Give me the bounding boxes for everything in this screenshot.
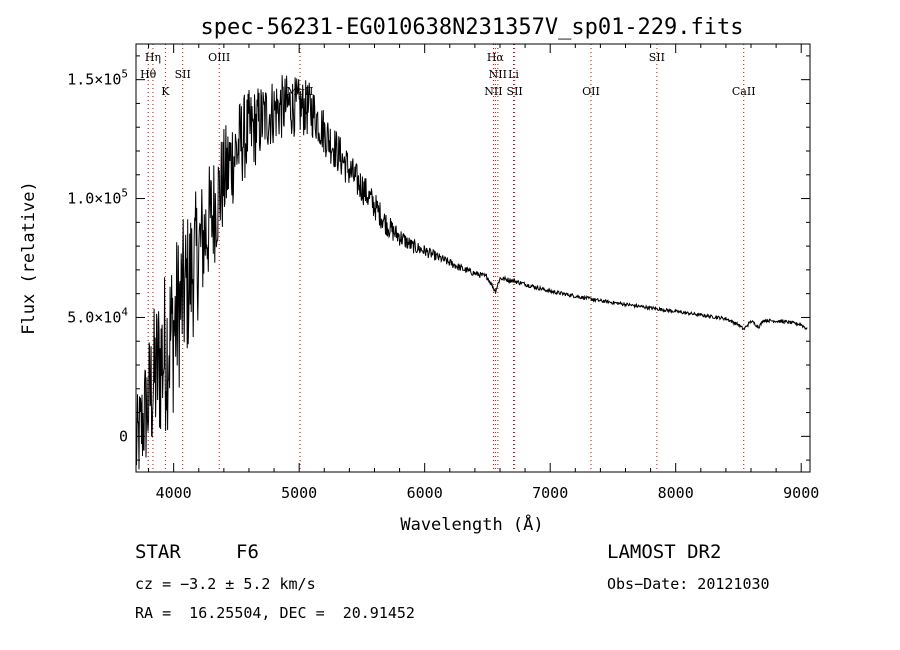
x-axis: 4000 5000 6000 7000 8000 9000	[148, 44, 819, 502]
line-marker-label: SII	[649, 51, 665, 64]
spectrum-chart: spec-56231-EG010638N231357V_sp01-229.fit…	[19, 15, 819, 535]
y-tick-label: 1.0×105	[67, 187, 128, 208]
x-tick-label: 7000	[532, 484, 568, 502]
plot-frame	[135, 43, 811, 473]
y-tick-label: 5.0×104	[67, 305, 128, 326]
line-marker-label: OIII	[208, 51, 230, 64]
observation-date: Obs−Date: 20121030	[607, 575, 770, 593]
redshift-cz: cz = −3.2 ± 5.2 km/s	[135, 575, 316, 593]
line-marker-label: Hα	[487, 51, 505, 64]
line-marker-label: SII	[175, 68, 191, 81]
line-marker-label: Hθ	[140, 68, 157, 81]
line-marker-label: Li	[508, 68, 519, 81]
line-marker-label: Hη	[145, 51, 161, 64]
y-tick-label: 0	[119, 427, 128, 445]
object-subclass: F6	[236, 541, 259, 563]
object-class: STAR	[135, 541, 181, 563]
coordinates: RA = 16.25504, DEC = 20.91452	[135, 604, 415, 622]
line-marker-label: OII	[582, 85, 600, 98]
line-marker-label: NII	[489, 68, 507, 81]
chart-title: spec-56231-EG010638N231357V_sp01-229.fit…	[200, 15, 743, 40]
x-tick-label: 5000	[281, 484, 317, 502]
x-tick-label: 9000	[783, 484, 819, 502]
line-marker-label: NII	[484, 85, 502, 98]
spectrum-series	[135, 75, 808, 470]
survey-name: LAMOST DR2	[607, 541, 722, 563]
spectrum-line	[135, 75, 808, 470]
line-marker-label: K	[161, 85, 170, 98]
x-axis-label: Wavelength (Å)	[400, 513, 543, 535]
line-marker-label: SII	[507, 85, 523, 98]
y-axis: 0 5.0×104 1.0×105 1.5×105	[67, 55, 810, 461]
x-tick-label: 8000	[658, 484, 694, 502]
y-axis-label: Flux (relative)	[19, 181, 39, 335]
x-tick-label: 4000	[156, 484, 192, 502]
x-tick-label: 6000	[407, 484, 443, 502]
y-tick-label: 1.5×105	[67, 68, 128, 89]
line-marker-label: CaII	[732, 85, 756, 98]
